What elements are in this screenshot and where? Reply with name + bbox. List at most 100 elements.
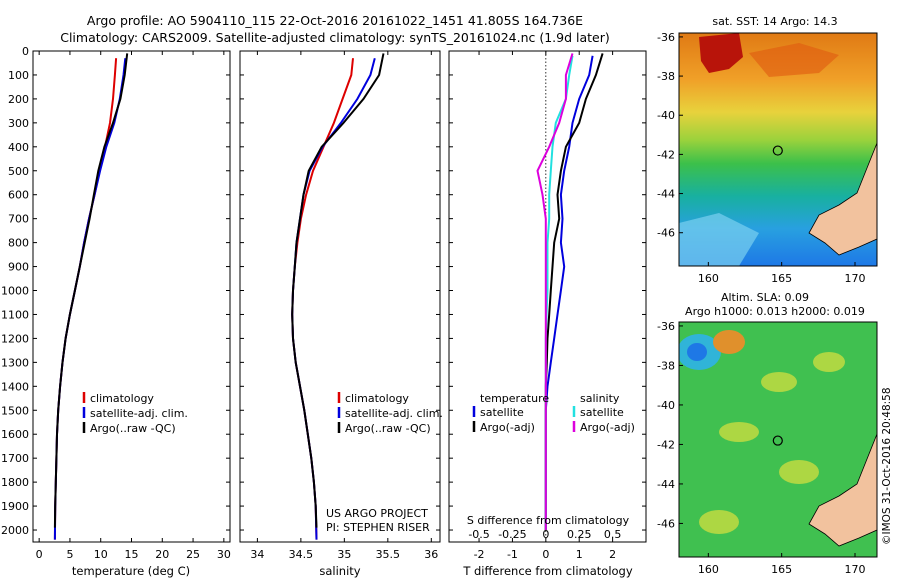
x-tick-label: 10 xyxy=(94,548,108,561)
y-tick-label: 1200 xyxy=(1,332,29,345)
sst-map-title: sat. SST: 14 Argo: 14.3 xyxy=(712,15,837,28)
warm-anomaly-patch xyxy=(699,33,743,73)
figure-title-line2: Climatology: CARS2009. Satellite-adjuste… xyxy=(60,30,610,45)
map-x-tick-label: 165 xyxy=(771,563,792,576)
y-tick-label: 200 xyxy=(8,93,29,106)
series-line-sat xyxy=(53,58,127,540)
map-y-tick-label: -40 xyxy=(657,399,675,412)
sla-map-title-line2: Argo h1000: 0.013 h2000: 0.019 xyxy=(685,305,865,318)
y-tick-label: 1500 xyxy=(1,404,29,417)
sst-map-frame xyxy=(678,32,878,267)
project-pi: PI: STEPHEN RISER xyxy=(326,521,430,534)
map-x-tick-label: 170 xyxy=(845,563,866,576)
salinity-legend: climatology satellite-adj. clim. Argo(..… xyxy=(337,392,443,435)
x-tick-label: 1 xyxy=(576,548,583,561)
sla-map-image xyxy=(679,322,877,557)
temperature-plot-frame xyxy=(32,50,231,543)
sla-patch xyxy=(761,372,797,392)
map-y-tick-label: -42 xyxy=(657,438,675,451)
new-zealand-land xyxy=(808,142,877,256)
temperature-axis-label: temperature (deg C) xyxy=(72,564,190,578)
map-y-tick-label: -38 xyxy=(657,359,675,372)
series-line-argo xyxy=(544,53,604,530)
y-tick-label: 400 xyxy=(8,141,29,154)
sst-map-image xyxy=(679,33,877,266)
figure-title-line1: Argo profile: AO 5904110_115 22-Oct-2016… xyxy=(87,13,583,28)
map-y-tick-label: -46 xyxy=(657,227,675,240)
y-tick-label: 300 xyxy=(8,117,29,130)
map-x-tick-label: 170 xyxy=(845,272,866,285)
series-line-sat xyxy=(291,57,376,540)
y-tick-label: 900 xyxy=(8,261,29,274)
legend-satellite-label: satellite-adj. clim. xyxy=(90,407,188,420)
cool-patch xyxy=(679,213,759,266)
series-line-argo xyxy=(53,53,129,528)
s-tick-label: -0.25 xyxy=(498,528,526,541)
salinity-plot-frame xyxy=(239,50,441,543)
y-tick-label: 1400 xyxy=(1,380,29,393)
map-y-tick-label: -44 xyxy=(657,188,675,201)
s-tick-label: 0.5 xyxy=(604,528,622,541)
y-tick-label: 0 xyxy=(22,45,29,58)
x-tick-label: -2 xyxy=(474,548,485,561)
map-y-tick-label: -44 xyxy=(657,478,675,491)
high-sla-eddy xyxy=(713,330,745,354)
y-tick-label: 1800 xyxy=(1,476,29,489)
sla-patch xyxy=(779,460,819,484)
sla-patch xyxy=(719,422,759,442)
x-tick-label: 34.5 xyxy=(289,548,314,561)
argo-float-marker xyxy=(772,145,783,156)
y-tick-label: 600 xyxy=(8,189,29,202)
x-tick-label: 0 xyxy=(36,548,43,561)
sla-map-title-line1: Altim. SLA: 0.09 xyxy=(721,291,809,304)
temperature-profile-panel: 0100200300400500600700800900100011001200… xyxy=(1,45,231,578)
y-tick-label: 1300 xyxy=(1,356,29,369)
series-line-clim xyxy=(291,58,354,540)
salinity-profile-panel: 34 34.5 35 35.5 36 salinity climatology sate… xyxy=(239,50,443,578)
sst-map-panel: 160 165 170 -36 -38 -40 -42 -44 -46 xyxy=(657,31,878,285)
map-x-tick-label: 160 xyxy=(698,563,719,576)
legend-argo-label: Argo(..raw -QC) xyxy=(345,422,431,435)
x-tick-label: 34 xyxy=(250,548,264,561)
y-tick-label: 1900 xyxy=(1,500,29,513)
sla-patch xyxy=(813,352,845,372)
s-tick-label: 0.25 xyxy=(567,528,592,541)
low-sla-core xyxy=(687,343,707,361)
x-tick-label: 35.5 xyxy=(376,548,401,561)
legend-climatology-label: climatology xyxy=(345,392,409,405)
legend-s-argo-label: Argo(-adj) xyxy=(580,421,635,434)
y-tick-label: 100 xyxy=(8,69,29,82)
x-tick-label: -1 xyxy=(507,548,518,561)
y-tick-label: 1000 xyxy=(1,285,29,298)
x-tick-label: 0 xyxy=(542,548,549,561)
x-tick-label: 20 xyxy=(155,548,169,561)
legend-climatology-label: climatology xyxy=(90,392,154,405)
t-difference-axis-label: T difference from climatology xyxy=(462,564,633,578)
x-tick-label: 25 xyxy=(186,548,200,561)
salinity-axis-label: salinity xyxy=(319,564,360,578)
legend-satellite-label: satellite-adj. clim. xyxy=(345,407,443,420)
series-line-argo xyxy=(291,53,385,528)
map-x-tick-label: 160 xyxy=(698,272,719,285)
series-line-sat xyxy=(544,55,594,530)
sla-map-panel: 160 165 170 -36 -38 -40 -42 -44 -46 xyxy=(657,320,878,576)
warm-band xyxy=(749,43,839,77)
map-y-tick-label: -36 xyxy=(657,31,675,44)
difference-legend: temperature salinity satellite Argo(-adj… xyxy=(472,392,635,434)
map-y-tick-label: -36 xyxy=(657,320,675,333)
x-tick-label: 35 xyxy=(337,548,351,561)
new-zealand-land xyxy=(808,433,877,547)
s-tick-label: 0 xyxy=(542,528,549,541)
legend-t-satellite-label: satellite xyxy=(480,406,524,419)
legend-s-satellite-label: satellite xyxy=(580,406,624,419)
y-tick-label: 700 xyxy=(8,213,29,226)
argo-float-marker xyxy=(772,435,783,446)
map-x-tick-label: 165 xyxy=(771,272,792,285)
x-tick-label: 36 xyxy=(424,548,438,561)
y-tick-label: 1100 xyxy=(1,308,29,321)
series-line-clim xyxy=(53,58,118,540)
legend-t-argo-label: Argo(-adj) xyxy=(480,421,535,434)
difference-profile-panel: -2 -1 0 1 2 S difference from climatology -0… xyxy=(448,50,647,578)
y-tick-label: 2000 xyxy=(1,524,29,537)
